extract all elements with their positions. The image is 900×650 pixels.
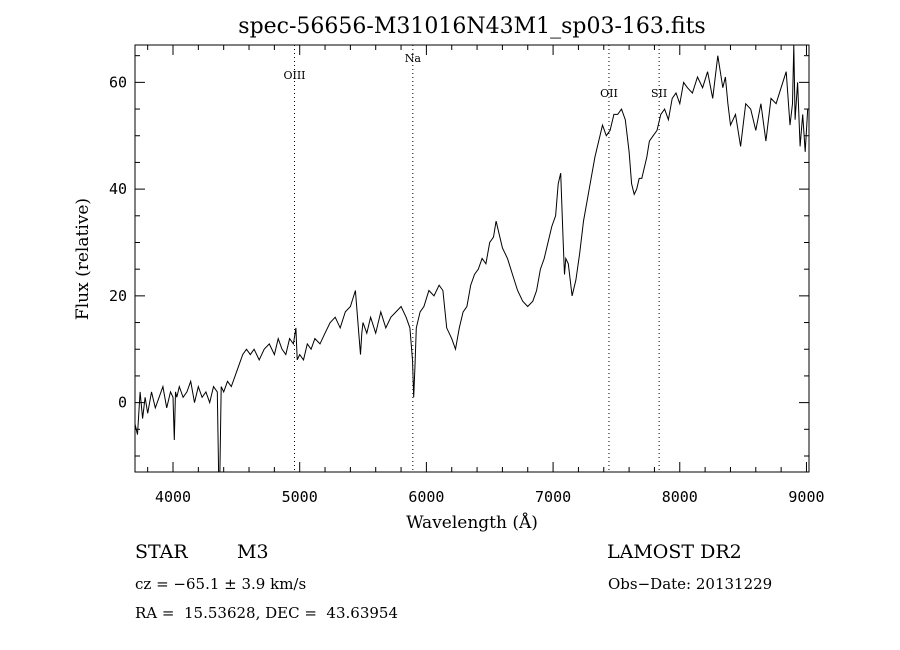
y-tick-label: 0 [118, 394, 127, 412]
x-tick-label: 7000 [535, 488, 571, 506]
x-axis-label: Wavelength (Å) [406, 512, 538, 533]
spectrum-line [135, 45, 809, 472]
x-tick-label: 4000 [155, 488, 191, 506]
plot-frame [134, 44, 810, 473]
object-subclass: M3 [237, 541, 269, 563]
reference-label-oiii: OIII [283, 69, 305, 82]
x-tick-label: 9000 [788, 488, 824, 506]
reference-label-na: Na [405, 52, 422, 65]
x-tick-label: 5000 [282, 488, 318, 506]
y-axis-label: Flux (relative) [73, 198, 93, 320]
axis-layer: 4000 5000 6000 7000 8000 9000 0 20 40 60 [109, 45, 825, 506]
spectrum-layer: OIII Na OII SII [135, 45, 809, 472]
object-class: STAR [135, 541, 188, 563]
y-tick-label: 60 [109, 73, 127, 91]
reference-label-oii: OII [600, 87, 618, 100]
survey-label: LAMOST DR2 [607, 541, 742, 563]
coordinates-readout: RA = 15.53628, DEC = 43.63954 [135, 604, 399, 622]
y-tick-label: 40 [109, 180, 127, 198]
x-tick-label: 8000 [662, 488, 698, 506]
x-tick-label: 6000 [408, 488, 444, 506]
y-tick-label: 20 [109, 287, 127, 305]
observation-date: Obs−Date: 20131229 [608, 575, 773, 593]
reference-label-sii: SII [651, 87, 667, 100]
velocity-readout: cz = −65.1 ± 3.9 km/s [135, 575, 307, 593]
chart-title: spec-56656-M31016N43M1_sp03-163.fits [238, 14, 705, 39]
